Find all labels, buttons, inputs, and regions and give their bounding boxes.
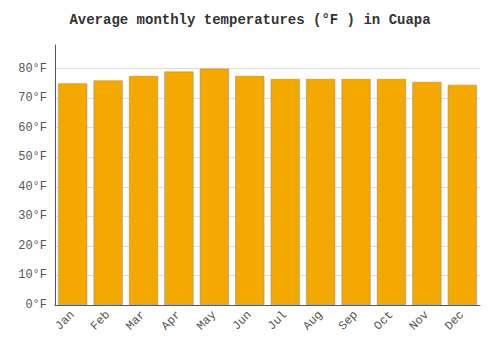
svg-text:80°F: 80°F [18,62,47,76]
svg-text:70°F: 70°F [18,91,47,105]
svg-text:10°F: 10°F [18,268,47,282]
svg-text:20°F: 20°F [18,239,47,253]
svg-text:May: May [194,308,219,333]
svg-text:Oct: Oct [371,308,396,333]
svg-text:0°F: 0°F [25,298,47,312]
svg-text:30°F: 30°F [18,209,47,223]
svg-text:50°F: 50°F [18,150,47,164]
svg-text:Nov: Nov [407,308,432,333]
svg-text:Jul: Jul [265,308,290,333]
svg-text:Jan: Jan [53,308,78,333]
svg-text:Mar: Mar [123,308,148,333]
svg-text:Average monthly temperatures (: Average monthly temperatures (°F ) in Cu… [69,12,431,28]
svg-text:Aug: Aug [300,308,325,333]
svg-text:60°F: 60°F [18,121,47,135]
svg-text:Sep: Sep [336,308,361,333]
svg-text:40°F: 40°F [18,180,47,194]
svg-text:Jun: Jun [230,308,255,333]
svg-text:Dec: Dec [442,308,467,333]
svg-text:Apr: Apr [159,308,184,333]
svg-text:Feb: Feb [88,308,113,333]
